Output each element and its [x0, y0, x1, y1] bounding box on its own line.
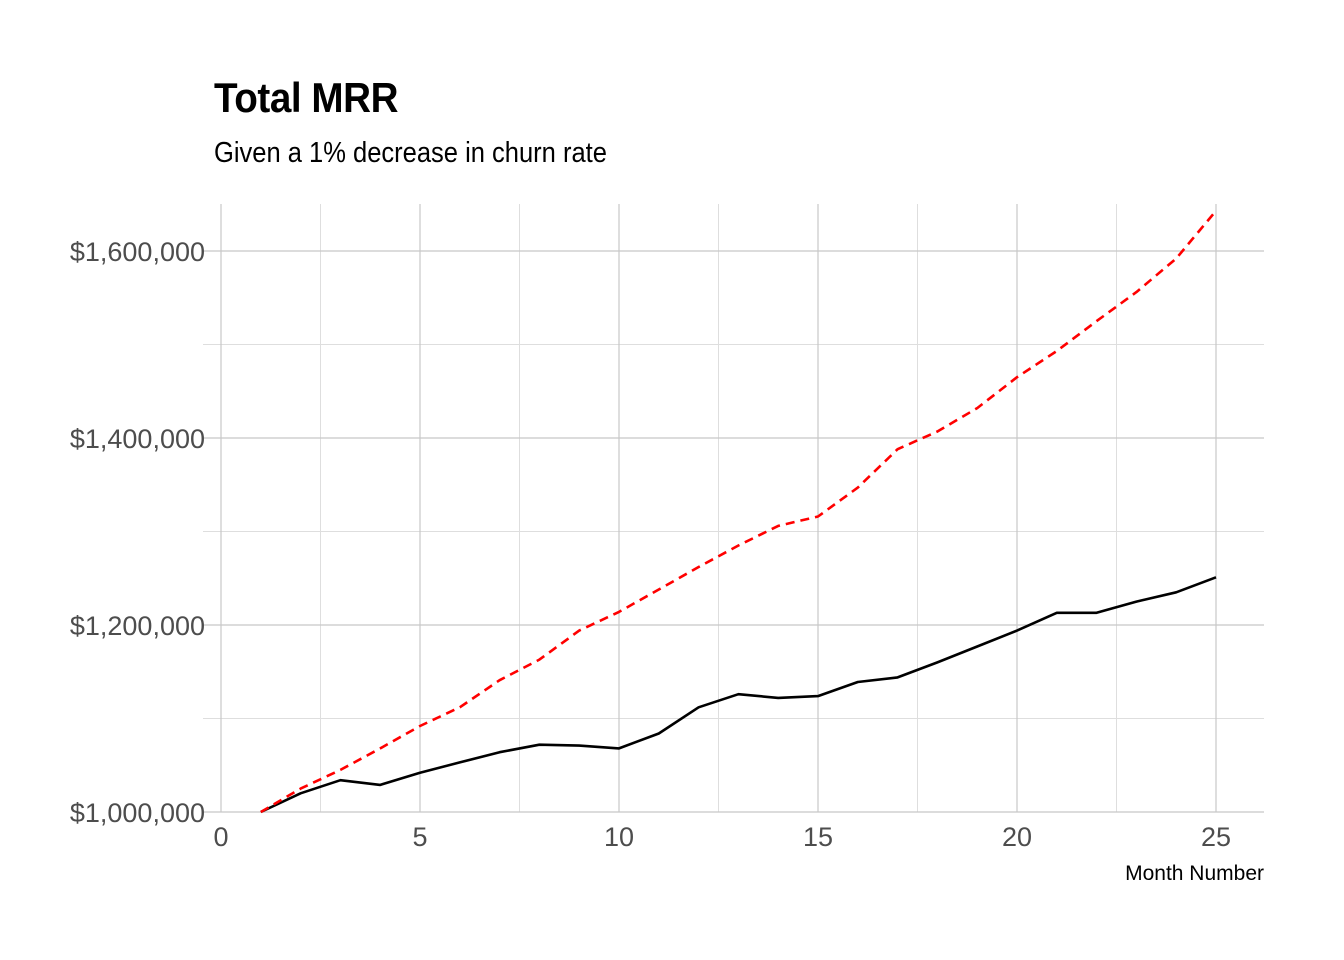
- y-tick-label: $1,600,000: [70, 237, 205, 267]
- x-tick-label: 5: [412, 822, 427, 852]
- minor-gridlines: [203, 204, 1264, 812]
- x-tick-label: 10: [604, 822, 634, 852]
- series-line-dashed: [260, 209, 1217, 814]
- major-gridlines: [203, 204, 1264, 813]
- y-tick-label: $1,200,000: [70, 611, 205, 641]
- x-tick-label: 20: [1002, 822, 1032, 852]
- chart-title: Total MRR: [214, 74, 399, 121]
- y-tick-label: $1,400,000: [70, 424, 205, 454]
- x-tick-label: 25: [1201, 822, 1231, 852]
- series-line-solid: [260, 576, 1217, 814]
- x-axis-tick-labels: 0 5 10 15 20 25: [213, 822, 1231, 852]
- series-layer: [260, 209, 1217, 814]
- x-axis-title: Month Number: [1125, 862, 1264, 885]
- x-tick-label: 15: [803, 822, 833, 852]
- x-tick-label: 0: [213, 822, 228, 852]
- chart-subtitle: Given a 1% decrease in churn rate: [214, 137, 607, 169]
- y-tick-label: $1,000,000: [70, 798, 205, 828]
- y-axis-tick-labels: $1,000,000 $1,200,000 $1,400,000 $1,600,000: [70, 237, 205, 828]
